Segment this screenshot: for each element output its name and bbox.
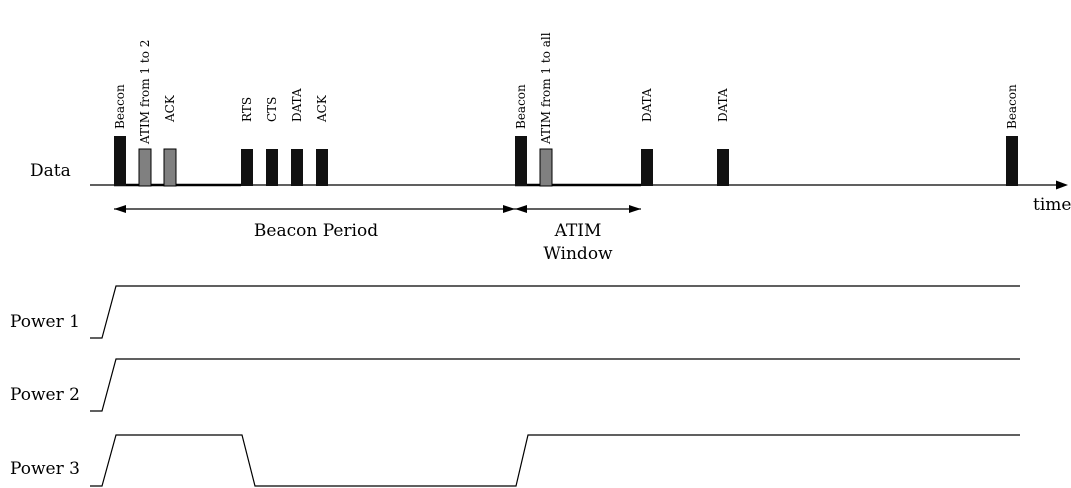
row-label-power-1: Power 1 (10, 312, 80, 332)
arrowhead (114, 205, 126, 213)
beacon-period-label: Beacon Period (254, 221, 378, 241)
frame-label: ATIM from 1 to 2 (138, 40, 152, 145)
row-label-power-2: Power 2 (10, 385, 80, 405)
time-axis-label: time (1033, 195, 1071, 215)
frame-beacon (1006, 136, 1018, 186)
frame-label: Beacon (113, 84, 127, 129)
frame-beacon (114, 136, 126, 186)
power-1-waveform (90, 285, 1020, 339)
arrowhead (629, 205, 641, 213)
frame-label: Beacon (514, 84, 528, 129)
frame-label: ACK (315, 94, 329, 123)
frame-label: ACK (163, 94, 177, 123)
arrowhead (515, 205, 527, 213)
frame-label: DATA (716, 88, 730, 122)
atim-window-label-line-1: ATIM (554, 221, 602, 241)
frame-label: DATA (290, 88, 304, 122)
power-2-waveform (90, 358, 1020, 412)
time-axis-arrowhead (1056, 180, 1068, 190)
frame-atim-1-to-2 (138, 148, 152, 187)
frames: Beacon ATIM from 1 to 2 ACK RTS CTS DATA… (113, 32, 1019, 187)
frame-data (291, 149, 303, 186)
atim-window-label-line-2: Window (543, 244, 613, 264)
frame-beacon (515, 136, 527, 186)
frame-data (717, 149, 729, 186)
row-label-data: Data (30, 161, 71, 181)
frame-label: RTS (240, 97, 254, 122)
frame-label: Beacon (1005, 84, 1019, 129)
frame-atim-1-to-all (539, 148, 553, 187)
arrowhead (503, 205, 515, 213)
frame-label: DATA (640, 88, 654, 122)
row-label-power-3: Power 3 (10, 459, 80, 479)
frame-label: CTS (265, 97, 279, 122)
frame-data (641, 149, 653, 186)
frame-ack (163, 148, 177, 187)
frame-cts (266, 149, 278, 186)
frame-rts (241, 149, 253, 186)
power-3-waveform (90, 434, 1020, 487)
frame-ack (316, 149, 328, 186)
frame-label: ATIM from 1 to all (539, 32, 553, 145)
